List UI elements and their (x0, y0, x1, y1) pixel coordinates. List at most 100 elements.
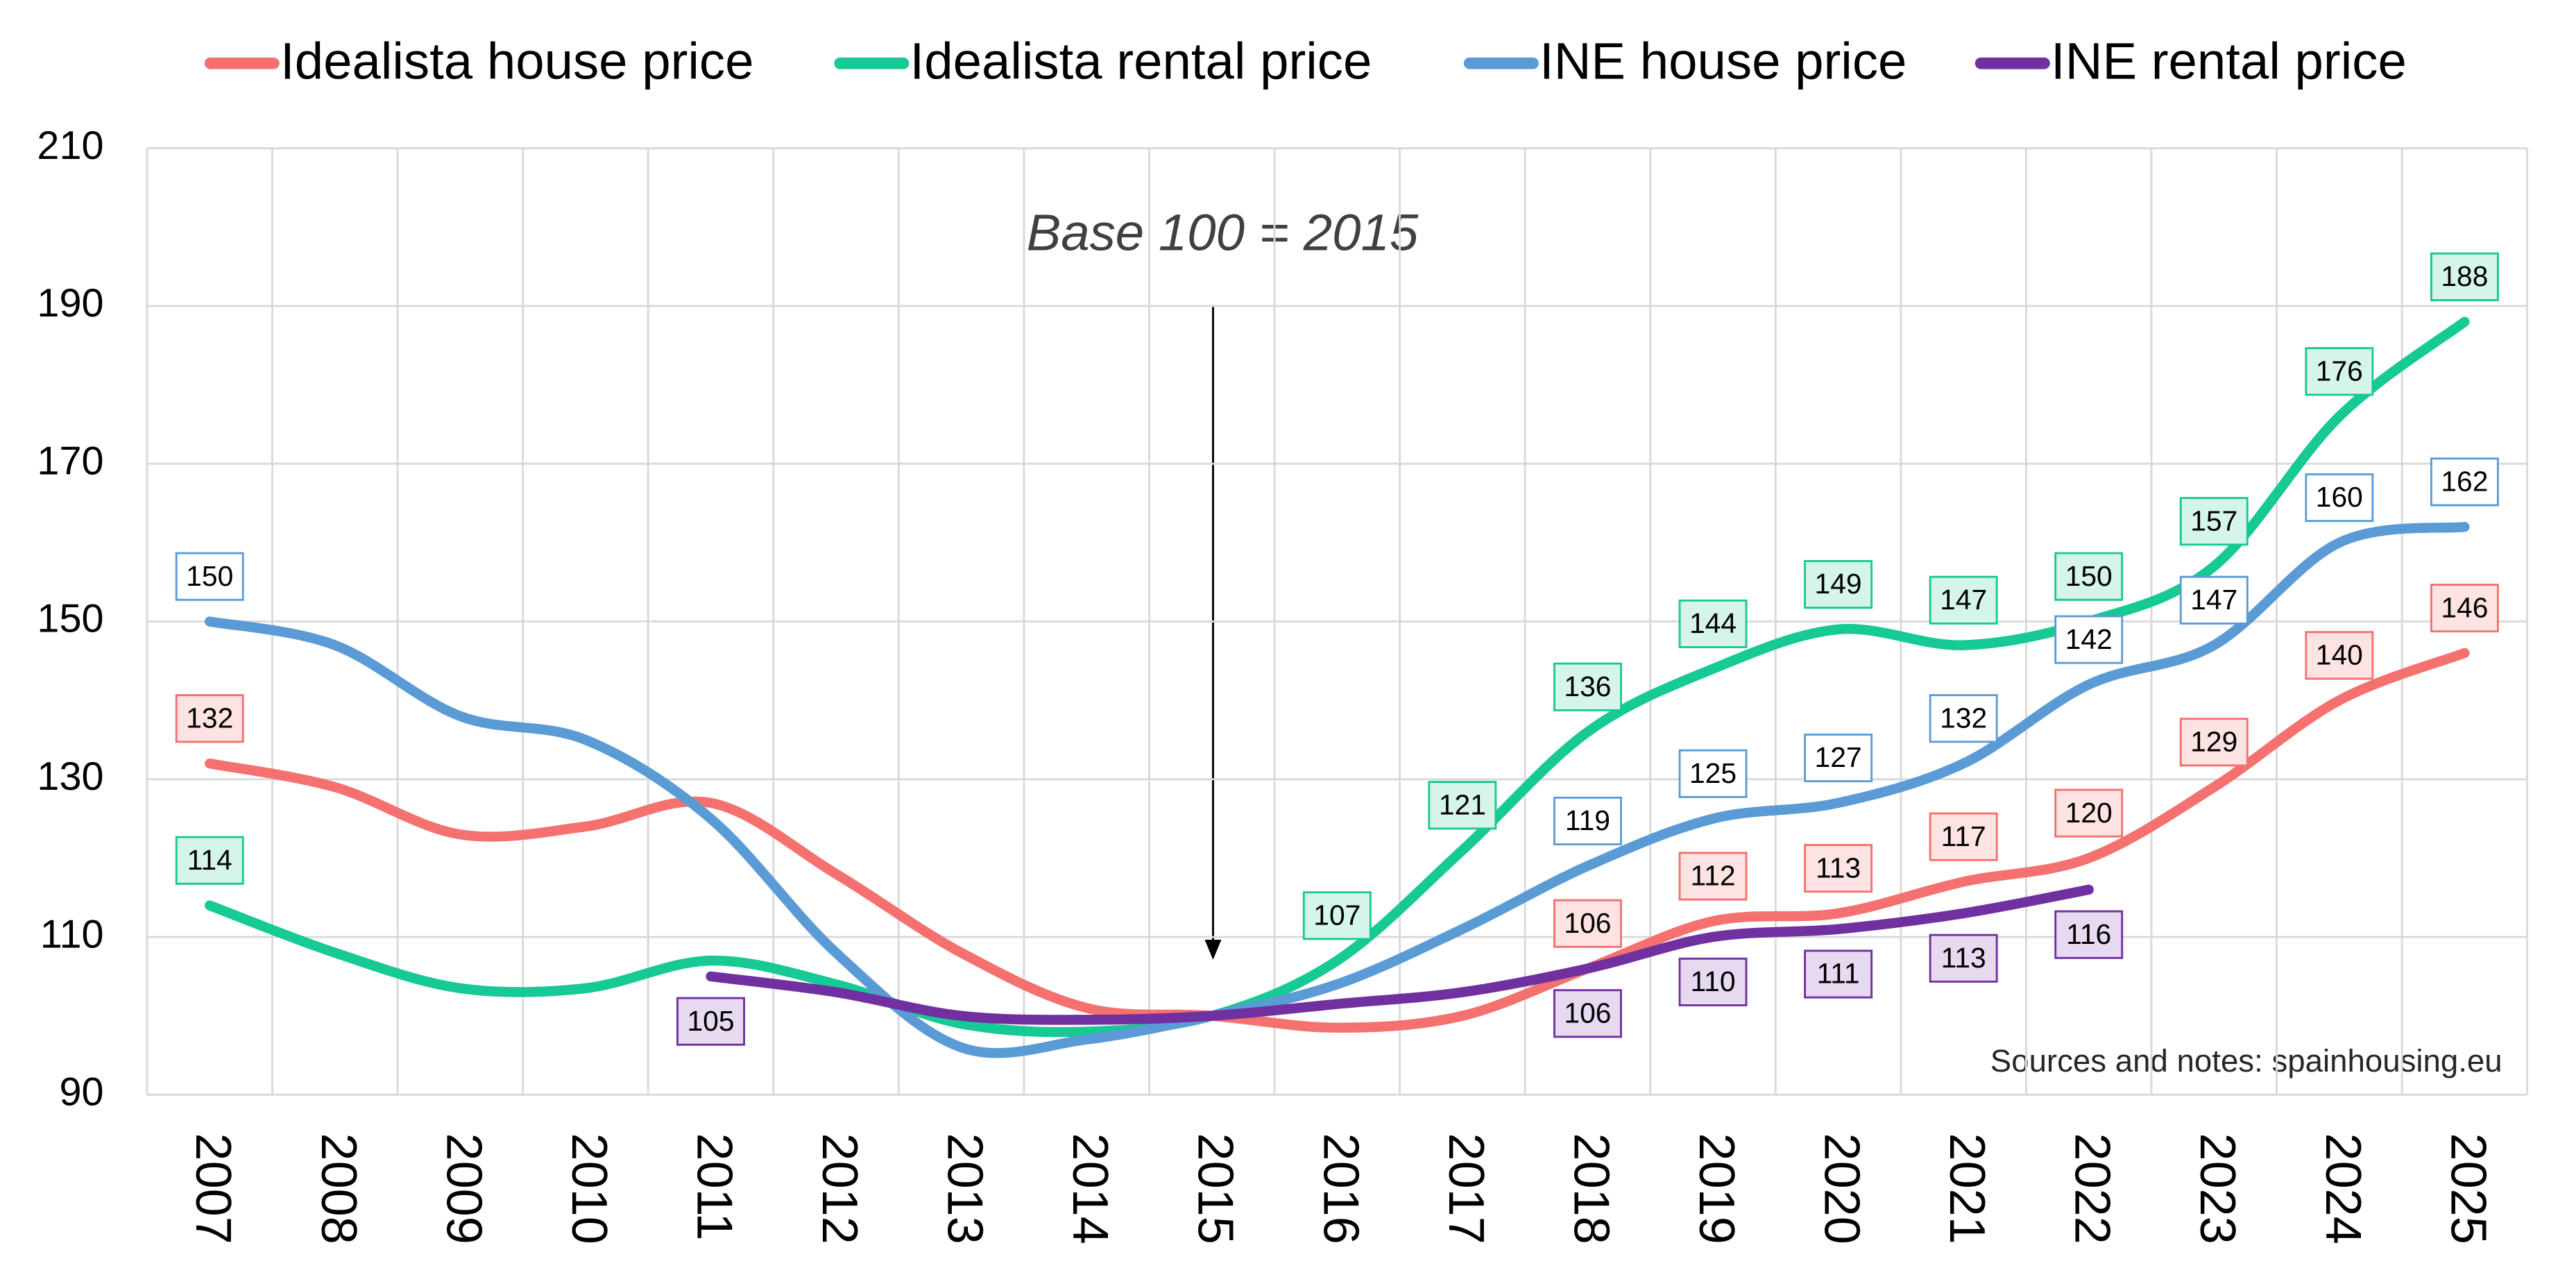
value-label-box (676, 997, 745, 1046)
value-label-box (2054, 552, 2124, 601)
y-tick-label: 170 (37, 439, 103, 483)
value-label: 150 (2065, 560, 2113, 592)
value-label: 176 (2316, 355, 2363, 387)
series-line (205, 648, 2470, 1033)
value-label: 188 (2441, 260, 2488, 292)
value-label: 147 (1940, 584, 1987, 616)
value-label-box (1428, 781, 1497, 830)
x-tick-label: 2024 (2315, 1133, 2371, 1244)
value-label: 147 (2190, 584, 2237, 616)
value-label: 160 (2316, 481, 2363, 513)
value-label-box (1804, 844, 1873, 893)
value-label: 119 (1565, 804, 1610, 836)
x-tick-label: 2025 (2440, 1133, 2496, 1244)
value-label: 132 (186, 702, 233, 734)
value-label: 142 (2065, 623, 2113, 655)
series-line (706, 884, 2094, 1025)
legend-label: Idealista rental price (910, 32, 1372, 90)
value-label-box (2179, 718, 2249, 767)
x-tick-label: 2016 (1313, 1133, 1368, 1244)
legend-label: Idealista house price (280, 32, 753, 90)
value-label-box (1678, 749, 1748, 798)
value-label-box (1678, 957, 1748, 1006)
value-label-box (2054, 788, 2124, 838)
y-tick-label: 190 (37, 281, 103, 326)
value-label-box (1804, 949, 1873, 999)
value-label-box (1553, 662, 1622, 711)
x-tick-label: 2008 (311, 1133, 366, 1244)
x-tick-label: 2015 (1188, 1133, 1243, 1244)
value-label: 150 (186, 560, 233, 592)
value-label: 110 (1690, 965, 1735, 997)
value-label: 120 (2065, 797, 2113, 829)
y-tick-label: 130 (37, 754, 103, 799)
x-tick-label: 2018 (1563, 1133, 1619, 1244)
value-label-box (1553, 796, 1622, 846)
value-label: 144 (1689, 607, 1737, 639)
x-tick-label: 2021 (1939, 1133, 1995, 1244)
value-label-box (2179, 497, 2249, 546)
x-tick-label: 2022 (2065, 1133, 2120, 1244)
source-note: Sources and notes: spainhousing.eu (1990, 1043, 2502, 1079)
legend-label: INE house price (1539, 32, 1907, 90)
value-label: 107 (1313, 899, 1360, 931)
value-label: 146 (2441, 591, 2488, 623)
value-label-box (2054, 910, 2124, 959)
x-tick-label: 2011 (686, 1133, 742, 1241)
value-label-box (2179, 575, 2249, 625)
x-tick-label: 2019 (1689, 1133, 1744, 1244)
value-label-box (1302, 891, 1372, 940)
value-label-box (1804, 733, 1873, 783)
y-tick-label: 90 (59, 1070, 103, 1115)
value-label-box (2305, 347, 2374, 396)
value-label: 129 (2190, 725, 2237, 757)
y-tick-label: 110 (40, 912, 104, 956)
value-label: 114 (187, 844, 232, 876)
value-label: 136 (1564, 670, 1611, 702)
value-label-box (2305, 473, 2374, 523)
value-label: 121 (1439, 788, 1486, 820)
value-label-box (1553, 989, 1622, 1038)
value-label: 105 (687, 1005, 734, 1037)
value-label: 113 (1941, 942, 1986, 974)
value-label: 140 (2316, 639, 2363, 670)
value-label-box (2305, 631, 2374, 680)
value-label-box (1929, 694, 1998, 743)
value-label-box (2430, 252, 2499, 301)
annotation: Base 100 = 2015 (1027, 204, 1419, 262)
value-label: 132 (1940, 702, 1987, 734)
value-label: 106 (1564, 907, 1611, 939)
value-label: 157 (2190, 505, 2237, 536)
x-tick-label: 2023 (2190, 1133, 2245, 1244)
arrow-head (1204, 940, 1222, 960)
value-label-box (2430, 457, 2499, 507)
x-tick-label: 2020 (1814, 1133, 1870, 1244)
value-label-box (175, 552, 244, 601)
x-tick-label: 2013 (937, 1133, 993, 1244)
value-label-box (175, 694, 244, 743)
value-label-box (1553, 899, 1622, 948)
value-label: 117 (1941, 820, 1986, 852)
x-tick-label: 2010 (561, 1133, 617, 1244)
value-label-box (1804, 559, 1873, 609)
x-tick-label: 2007 (185, 1133, 241, 1244)
value-label-box (1929, 812, 1998, 861)
value-label: 112 (1690, 860, 1735, 892)
value-label-box (1929, 933, 1998, 983)
value-label-box (1929, 575, 1998, 625)
value-label: 113 (1816, 852, 1861, 884)
x-tick-label: 2012 (812, 1133, 867, 1244)
legend-label: INE rental price (2051, 32, 2407, 90)
value-label: 125 (1689, 757, 1737, 789)
value-label: 127 (1815, 741, 1862, 773)
value-label-box (1678, 852, 1748, 901)
y-tick-label: 210 (37, 124, 103, 168)
x-tick-label: 2014 (1062, 1133, 1118, 1244)
value-label-box (1678, 599, 1748, 648)
plot: 90 110 130 150 170 190 210 2007 2008 2009 2010 2011… (37, 32, 2529, 1244)
value-label: 149 (1815, 568, 1862, 600)
value-label: 106 (1564, 997, 1611, 1029)
value-label: 116 (2066, 918, 2111, 950)
